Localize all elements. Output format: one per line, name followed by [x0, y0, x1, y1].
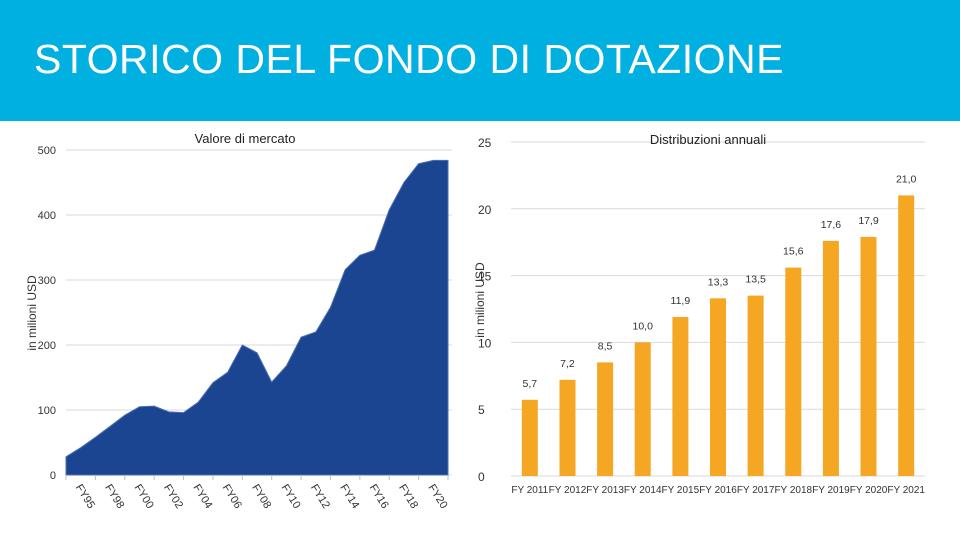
bar	[785, 267, 802, 476]
y-tick-label: 300	[38, 275, 56, 287]
bar	[597, 362, 614, 476]
data-label: 8,5	[598, 340, 613, 352]
x-tick-label: FY06	[220, 482, 244, 511]
bar	[634, 342, 651, 476]
title-banner	[0, 0, 960, 121]
y-tick-label: 100	[38, 405, 56, 417]
y-axis-title: in milioni USD	[25, 275, 39, 351]
x-tick-label: FY04	[190, 482, 214, 511]
x-tick-label: FY02	[161, 482, 185, 511]
data-label: 11,9	[671, 295, 691, 307]
x-tick-label: FY 2020	[850, 485, 888, 496]
x-tick-label: FY 2015	[662, 485, 700, 496]
y-tick-label: 25	[478, 136, 492, 150]
x-tick-label: FY10	[279, 482, 303, 511]
data-label: 17,9	[858, 215, 879, 227]
x-tick-label: FY 2012	[549, 485, 587, 496]
page-title: STORICO DEL FONDO DI DOTAZIONE	[34, 36, 785, 82]
x-tick-label: FY 2013	[586, 485, 624, 496]
y-tick-label: 15	[478, 270, 492, 284]
y-tick-label: 400	[38, 210, 56, 222]
chart-title: Distribuzioni annuali	[650, 132, 766, 147]
y-tick-label: 0	[478, 470, 485, 484]
data-label: 13,5	[745, 274, 766, 286]
bar	[521, 399, 538, 476]
x-tick-label: FY 2018	[774, 485, 812, 496]
bar	[672, 317, 689, 476]
y-tick-label: 0	[50, 470, 56, 482]
x-tick-label: FY16	[367, 482, 391, 511]
data-label: 15,6	[783, 246, 804, 258]
data-label: 10,0	[633, 320, 654, 332]
x-tick-label: FY 2016	[699, 485, 737, 496]
annual-distributions-chart: 0 5 10 15 20 25 5,7 FY 2011 7,2 FY 2012 8,5 FY 2013…	[473, 132, 925, 496]
x-tick-label: FY98	[102, 482, 126, 511]
data-label: 5,7	[523, 378, 538, 390]
bar	[710, 298, 726, 476]
chart-title: Valore di mercato	[195, 131, 296, 146]
bar	[747, 295, 764, 476]
market-value-chart: 0 100 200 300 400 500 FY95 FY98 FY00 FY02 FY04 FY06…	[25, 131, 452, 511]
x-tick-label: FY12	[308, 482, 332, 511]
bar	[898, 195, 915, 476]
bar	[822, 240, 839, 476]
y-tick-label: 10	[478, 336, 492, 350]
x-tick-label: FY08	[249, 482, 273, 511]
x-tick-label: FY 2019	[812, 485, 850, 496]
x-tick-label: FY 2011	[511, 485, 548, 496]
data-label: 17,6	[821, 219, 842, 231]
y-tick-label: 20	[478, 203, 492, 217]
y-tick-label: 500	[38, 145, 56, 157]
y-axis-title: in milioni USD	[473, 262, 487, 338]
x-tick-label: FY00	[132, 482, 156, 511]
y-tick-label: 200	[38, 340, 56, 352]
x-tick-label: FY18	[396, 482, 420, 511]
area-series	[65, 159, 449, 476]
bar	[860, 236, 877, 476]
data-label: 21,0	[896, 173, 917, 185]
data-label: 13,3	[708, 276, 729, 288]
x-tick-label: FY14	[337, 482, 361, 511]
bar	[559, 379, 576, 476]
data-label: 7,2	[560, 358, 575, 370]
y-tick-label: 5	[478, 403, 485, 417]
x-tick-label: FY20	[425, 482, 449, 511]
x-tick-label: FY 2021	[887, 485, 925, 496]
x-tick-label: FY 2014	[624, 485, 662, 496]
x-tick-label: FY95	[73, 482, 97, 511]
x-tick-label: FY 2017	[737, 485, 775, 496]
